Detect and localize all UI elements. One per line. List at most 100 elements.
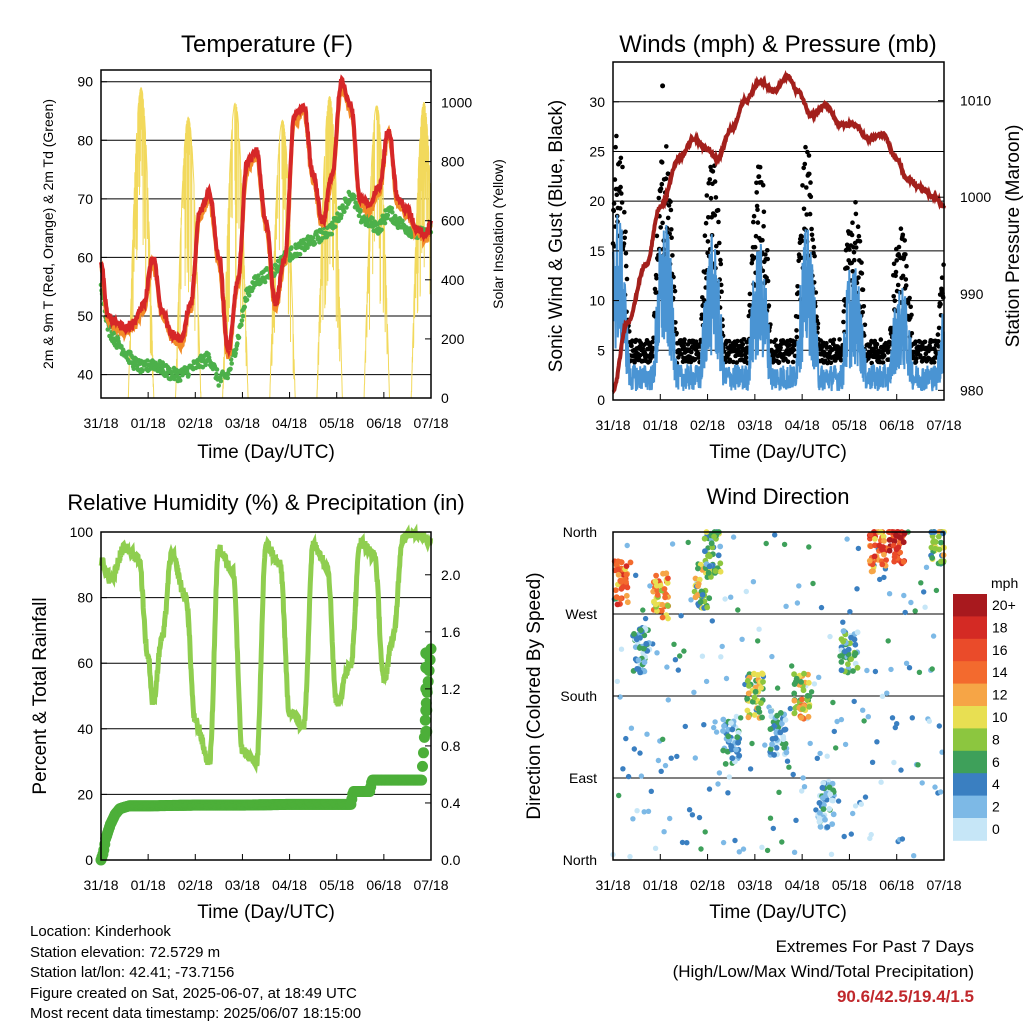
insolation-tick-label: 800 (441, 154, 465, 170)
direction-point (881, 574, 887, 581)
direction-point (801, 670, 807, 677)
direction-point (817, 810, 823, 816)
wind-gust-point (904, 263, 909, 269)
direction-point (791, 710, 798, 716)
direction-point (706, 786, 713, 792)
direction-point (936, 723, 942, 729)
dewpoint-point (389, 206, 395, 211)
direction-point (659, 614, 666, 621)
direction-point (732, 837, 738, 844)
wind-tick-label: 10 (589, 293, 605, 309)
wind-gust-point (881, 353, 887, 359)
direction-point (718, 654, 724, 660)
wind-gust-point (802, 161, 808, 167)
direction-point (820, 806, 827, 812)
direction-point (844, 536, 850, 542)
temperature-x-label: Time (Day/UTC) (197, 442, 335, 463)
direction-point (738, 715, 744, 721)
temp-x-tick-label: 31/18 (83, 415, 118, 431)
direction-point (615, 571, 622, 578)
wind-gust-point (913, 339, 918, 345)
wind-gust-point (669, 235, 674, 240)
direction-point (800, 775, 806, 781)
direction-point (880, 544, 886, 550)
wind-panel: Winds (mph) & Pressure (mb) 0 5 10 15 20 25 30… (546, 31, 1024, 463)
direction-point (888, 666, 894, 673)
rh-x-tick-label: 06/18 (366, 877, 401, 893)
temperature-title: Temperature (F) (181, 31, 353, 58)
direction-point (767, 815, 774, 821)
pressure-tick-label: 990 (960, 286, 984, 302)
direction-point (799, 788, 805, 794)
direction-point (691, 689, 697, 695)
rain-tick-label: 2.0 (441, 567, 461, 583)
dewpoint-point (382, 220, 388, 226)
direction-point (852, 803, 859, 809)
direction-point (938, 789, 944, 795)
wind-gust-point (907, 295, 912, 301)
dewpoint-point (229, 361, 234, 366)
direction-point (637, 750, 643, 756)
direction-point (791, 690, 798, 697)
wind-x-tick-label: 31/18 (595, 417, 630, 433)
direction-point (733, 713, 740, 720)
wind-gust-point (874, 341, 880, 347)
direction-point (655, 757, 662, 764)
direction-tick-label: South (560, 688, 597, 704)
dewpoint-point (131, 366, 137, 372)
temperature-x-ticks: 31/18 01/18 02/18 03/18 04/18 05/18 06/18 07/18 (83, 392, 449, 431)
wind-x-ticks: 31/18 01/18 02/18 03/18 04/18 05/18 06/18 07/18 (595, 394, 962, 433)
direction-point (878, 779, 884, 785)
direction-point (807, 740, 813, 747)
wind-gust-point (936, 325, 942, 331)
direction-point (715, 781, 721, 787)
direction-point (659, 601, 666, 608)
direction-point (623, 563, 630, 569)
direction-point (772, 735, 779, 742)
wind-gust-point (660, 220, 665, 226)
direction-point (842, 648, 848, 655)
extremes-heading: Extremes For Past 7 Days (775, 937, 974, 956)
direction-point (865, 714, 871, 720)
legend-label: 18 (992, 619, 1008, 635)
rh-tick-label: 100 (70, 524, 94, 540)
direction-point (830, 811, 837, 818)
temp-tick-label: 80 (77, 132, 93, 148)
direction-point (744, 695, 750, 702)
wind-gust-point (791, 347, 797, 353)
direction-point (645, 808, 652, 814)
wind-gust-point (735, 338, 740, 344)
legend-swatch (953, 728, 987, 752)
dir-x-tick-label: 01/18 (643, 877, 678, 893)
direction-point (847, 640, 853, 647)
wind-gust-point (713, 195, 719, 200)
direction-point (918, 580, 924, 586)
pressure-tick-label: 1000 (960, 189, 991, 205)
wind-gust-point (809, 226, 814, 232)
insolation-tick-label: 200 (441, 331, 465, 347)
direction-scatter-points (610, 529, 947, 860)
direction-point (851, 636, 858, 643)
direction-point (713, 729, 720, 735)
direction-point (744, 678, 751, 684)
wind-plot-frame (612, 61, 945, 401)
wind-gust-point (727, 357, 733, 363)
direction-point (642, 615, 649, 622)
direction-point (701, 722, 707, 728)
temp-x-tick-label: 02/18 (178, 415, 213, 431)
dir-x-tick-label: 04/18 (785, 877, 820, 893)
direction-point (709, 618, 715, 624)
legend-swatch (953, 661, 987, 684)
direction-point (715, 552, 722, 559)
direction-point (767, 708, 774, 715)
rh-x-tick-label: 05/18 (319, 877, 354, 893)
direction-point (850, 668, 856, 674)
direction-point (624, 542, 630, 549)
direction-point (805, 713, 812, 720)
direction-point (881, 551, 887, 558)
direction-point (903, 660, 910, 666)
rainfall-point (420, 725, 433, 738)
direction-point (826, 784, 833, 791)
insolation-tick-label: 1000 (441, 95, 472, 111)
legend-label: 12 (992, 687, 1008, 703)
